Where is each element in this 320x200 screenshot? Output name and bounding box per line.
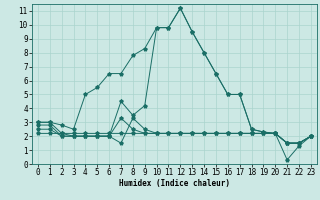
X-axis label: Humidex (Indice chaleur): Humidex (Indice chaleur)	[119, 179, 230, 188]
